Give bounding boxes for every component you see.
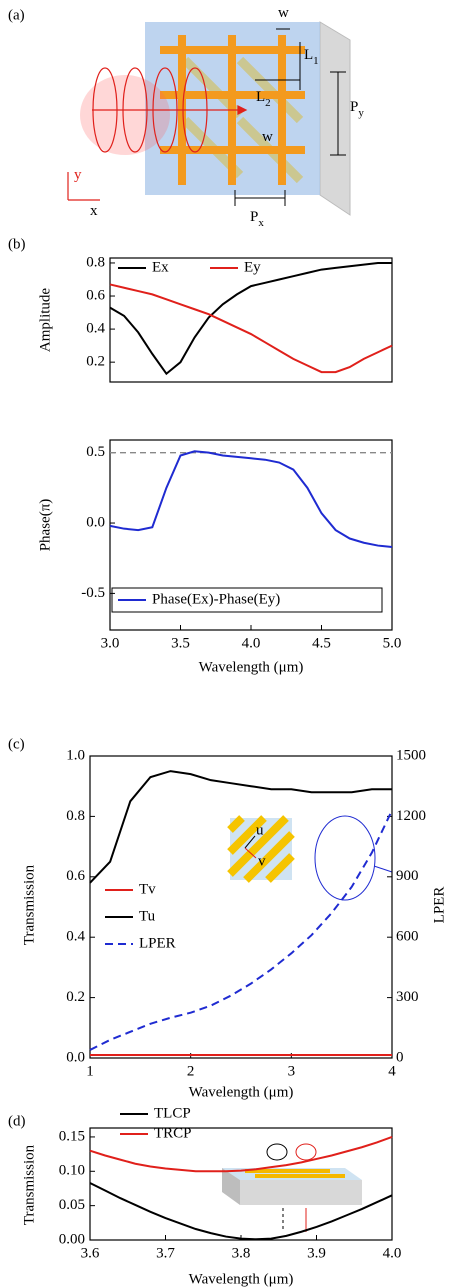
panel-label: (c) — [8, 736, 25, 752]
inset-side — [222, 1168, 240, 1205]
inset-label: v — [258, 853, 266, 869]
y-tick-label: 0.8 — [86, 254, 105, 270]
panel-label: (d) — [8, 1113, 26, 1129]
y-tick-label: 0.05 — [59, 1197, 85, 1213]
x-axis-label: Wavelength (μm) — [189, 1084, 294, 1100]
series-line — [109, 283, 393, 374]
y-tick-label: 0.6 — [86, 287, 105, 303]
series-line — [89, 1135, 393, 1173]
inset-lcp — [266, 1143, 288, 1161]
diagram-label: L1 — [304, 47, 319, 66]
y-tick-label: 0.8 — [66, 808, 85, 824]
y-tick-label: 0.0 — [86, 514, 105, 530]
inset-d — [222, 1143, 362, 1232]
legend-label: Ex — [152, 259, 169, 275]
y-axis-label: Amplitude — [37, 288, 53, 353]
inset-c — [227, 815, 393, 901]
x-tick-label: 3 — [288, 1063, 296, 1079]
y2-tick-label: 300 — [396, 989, 419, 1005]
y2-tick-label: 900 — [396, 868, 419, 884]
y-tick-label: -0.5 — [81, 585, 105, 601]
inset-arrow — [244, 847, 257, 859]
x-axis-label: Wavelength (μm) — [189, 1271, 294, 1287]
y-tick-label: 0.2 — [66, 989, 85, 1005]
legend-label: TLCP — [154, 1105, 191, 1121]
y-tick-label: 0.2 — [86, 354, 105, 370]
y-tick-label: 0.4 — [86, 321, 105, 337]
panel-label: (b) — [8, 236, 26, 252]
x-tick-label: 1 — [86, 1063, 94, 1079]
diagram-label: L2 — [256, 89, 271, 108]
panel-a-diagram: (a) w L1 L2 Py w y x Px — [8, 5, 364, 228]
legend-label: LPER — [139, 935, 176, 951]
legend-box — [111, 587, 383, 613]
y2-tick-label: 600 — [396, 929, 419, 945]
x-tick-label: 3.7 — [156, 1245, 175, 1261]
y2-axis-label: LPER — [431, 887, 447, 924]
y-tick-label: 0.00 — [59, 1231, 85, 1247]
x-axis-label: Wavelength (μm) — [199, 659, 304, 675]
y-tick-label: 0.0 — [66, 1049, 85, 1065]
legend-label: Ey — [244, 259, 261, 275]
y2-tick-label: 1200 — [396, 808, 426, 824]
substrate-side — [319, 21, 351, 216]
inset-arrow — [244, 835, 256, 849]
x-tick-label: 4 — [388, 1063, 396, 1079]
y2-tick-label: 1500 — [396, 747, 426, 763]
diagram-label: w — [262, 129, 273, 145]
inset-bars — [245, 1169, 345, 1178]
legend-label: Tv — [139, 881, 156, 897]
inset-rcp — [295, 1143, 317, 1161]
inset-pointer — [373, 865, 393, 873]
series-line — [109, 261, 392, 376]
series-line — [109, 450, 393, 548]
diagram-label: y — [74, 167, 82, 183]
x-tick-label: 3.6 — [81, 1245, 100, 1261]
x-tick-label: 4.0 — [242, 635, 261, 651]
y-axis-label: Transmission — [21, 1144, 37, 1225]
legend-label: TRCP — [154, 1125, 192, 1141]
x-tick-label: 3.8 — [232, 1245, 251, 1261]
beam-glow — [80, 75, 170, 155]
dimension-lines — [234, 28, 346, 206]
helix — [92, 67, 248, 153]
y-axis-label: Phase(π) — [37, 499, 53, 552]
y2-tick-label: 0 — [396, 1049, 404, 1065]
y-tick-label: 0.10 — [59, 1163, 85, 1179]
legend-label: Phase(Ex)-Phase(Ey) — [152, 591, 280, 607]
diagram-label: Px — [250, 209, 264, 228]
y-tick-label: 0.4 — [66, 929, 85, 945]
x-tick-label: 3.5 — [171, 635, 190, 651]
series-line — [89, 770, 392, 884]
inset-stripes — [227, 815, 295, 883]
plot-frame — [109, 257, 393, 383]
y-tick-label: 0.5 — [86, 444, 105, 460]
inset-label: u — [256, 822, 264, 838]
x-tick-label: 5.0 — [383, 635, 402, 651]
x-tick-label: 4.5 — [312, 635, 331, 651]
plot-frame — [89, 755, 393, 1059]
legend-label: Tu — [139, 908, 156, 924]
y-tick-label: 0.6 — [66, 868, 85, 884]
diagram-label: x — [90, 203, 98, 219]
y-tick-label: 1.0 — [66, 747, 85, 763]
x-tick-label: 2 — [187, 1063, 195, 1079]
diagram-label: Py — [350, 99, 364, 118]
series-line — [89, 809, 393, 1051]
series-line — [89, 1182, 393, 1241]
diagram-label: w — [278, 5, 289, 21]
inset-circle — [314, 815, 376, 901]
inset-block — [240, 1180, 362, 1205]
y-axis-label: Transmission — [21, 864, 37, 945]
axes-arrows — [67, 172, 100, 201]
x-tick-label: 3.0 — [101, 635, 120, 651]
panel-label: (a) — [8, 7, 25, 23]
x-tick-label: 4.0 — [383, 1245, 402, 1261]
x-tick-label: 3.9 — [307, 1245, 326, 1261]
y-tick-label: 0.15 — [59, 1128, 85, 1144]
